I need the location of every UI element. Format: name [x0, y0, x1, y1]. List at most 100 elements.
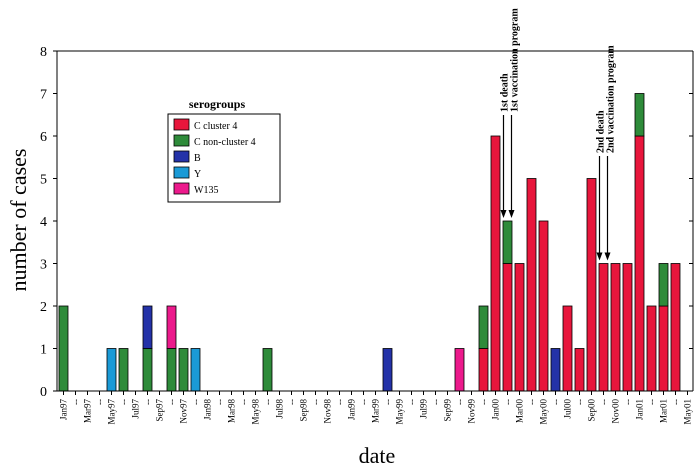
x-tick-label: --	[143, 399, 153, 405]
x-tick-label: Mar97	[83, 399, 93, 423]
legend-swatch	[173, 166, 190, 179]
annotation-label: 1st vaccination program	[510, 8, 521, 112]
x-tick-label: Jul99	[419, 399, 429, 419]
bar-segment-Jun00-b	[550, 348, 561, 392]
x-tick-label: --	[623, 399, 633, 405]
x-tick-label: Mar01	[659, 399, 669, 423]
x-tick-label: Mar99	[371, 399, 381, 423]
x-tick-label: --	[311, 399, 321, 405]
x-tick-label: Mar00	[515, 399, 525, 423]
x-tick-label: May97	[107, 399, 117, 425]
legend-swatch	[173, 134, 190, 147]
x-tick-label: --	[527, 399, 537, 405]
x-tick-label: --	[95, 399, 105, 405]
bar-segment-Oct97-w135	[166, 305, 177, 349]
x-tick-label: Jan01	[635, 399, 645, 420]
annotation-arrowhead	[596, 252, 603, 261]
bar-segment-Jun97-c-non-cluster-4	[118, 348, 129, 392]
x-tick-label: May98	[251, 399, 261, 425]
x-tick-label: --	[119, 399, 129, 405]
y-tick-label: 0	[40, 385, 47, 400]
x-tick-label: --	[383, 399, 393, 405]
bar-segment-Apr00-c-cluster-4	[526, 178, 537, 392]
x-tick-label: Sep98	[299, 399, 309, 422]
bar-segment-May00-c-cluster-4	[538, 220, 549, 392]
bar-segment-Dec99-c-non-cluster-4	[478, 305, 489, 349]
y-tick-label: 1	[40, 343, 47, 358]
x-tick-label: --	[575, 399, 585, 405]
x-tick-label: --	[263, 399, 273, 405]
legend-label: W135	[194, 185, 218, 196]
x-tick-label: Jan00	[491, 399, 501, 420]
annotation-arrowhead	[604, 252, 611, 261]
x-tick-label: Sep00	[587, 399, 597, 422]
bar-segment-Apr99-b	[382, 348, 393, 392]
bar-segment-Mar01-c-cluster-4	[658, 305, 669, 392]
x-tick-label: Nov00	[611, 399, 621, 424]
x-tick-label: Mar98	[227, 399, 237, 423]
y-tick-label: 2	[40, 300, 47, 315]
x-tick-label: Jan98	[203, 399, 213, 420]
x-tick-label: Jan97	[59, 399, 69, 420]
bar-segment-Aug97-c-non-cluster-4	[142, 348, 153, 392]
legend-label: Y	[194, 169, 201, 180]
bar-segment-Aug00-c-cluster-4	[574, 348, 585, 392]
x-tick-label: --	[71, 399, 81, 405]
bar-segment-Nov97-c-non-cluster-4	[178, 348, 189, 392]
legend-title: serogroups	[189, 97, 246, 111]
x-tick-label: --	[359, 399, 369, 405]
x-tick-label: --	[431, 399, 441, 405]
y-tick-label: 5	[40, 173, 47, 188]
bar-segment-Feb00-c-cluster-4	[502, 263, 513, 392]
bar-segment-Aug97-b	[142, 305, 153, 349]
y-tick-label: 8	[40, 45, 47, 60]
bar-segment-Mar00-c-cluster-4	[514, 263, 525, 392]
x-tick-label: Nov97	[179, 399, 189, 424]
y-axis-title: number of cases	[6, 149, 31, 292]
x-axis-title: date	[359, 443, 396, 468]
bar-segment-Mar01-c-non-cluster-4	[658, 263, 669, 307]
x-tick-label: --	[167, 399, 177, 405]
legend-label: C non-cluster 4	[194, 137, 256, 148]
x-tick-label: --	[239, 399, 249, 405]
x-tick-label: Nov99	[467, 399, 477, 424]
y-tick-label: 4	[40, 215, 47, 230]
x-tick-label: Sep99	[443, 399, 453, 422]
bar-segment-Jan97-c-non-cluster-4	[58, 305, 69, 392]
x-tick-label: --	[479, 399, 489, 405]
legend-swatch	[173, 118, 190, 131]
x-tick-label: --	[287, 399, 297, 405]
bar-segment-Apr01-c-cluster-4	[670, 263, 681, 392]
x-tick-label: May00	[539, 399, 549, 425]
bar-segment-Oct00-c-cluster-4	[598, 263, 609, 392]
bar-segment-Oct99-w135	[454, 348, 465, 392]
x-tick-label: --	[647, 399, 657, 405]
x-tick-label: --	[599, 399, 609, 405]
x-tick-label: --	[503, 399, 513, 405]
legend-swatch	[173, 182, 190, 195]
annotation-label: 2nd death	[596, 110, 607, 153]
annotation-arrowhead	[500, 210, 507, 218]
x-tick-label: May01	[683, 399, 693, 425]
bar-segment-Jan00-c-cluster-4	[490, 135, 501, 392]
x-tick-label: Jul97	[131, 399, 141, 419]
bar-segment-Jan01-c-cluster-4	[634, 135, 645, 392]
x-tick-label: Jan99	[347, 399, 357, 420]
bar-segment-Feb01-c-cluster-4	[646, 305, 657, 392]
x-tick-label: --	[671, 399, 681, 405]
annotation-label: 2nd vaccination program	[606, 45, 617, 153]
legend-swatch	[173, 150, 190, 163]
bar-segment-Dec00-c-cluster-4	[622, 263, 633, 392]
x-tick-label: Sep97	[155, 399, 165, 422]
x-tick-label: May99	[395, 399, 405, 425]
x-tick-label: --	[407, 399, 417, 405]
bar-segment-Nov00-c-cluster-4	[610, 263, 621, 392]
x-tick-label: --	[335, 399, 345, 405]
y-tick-label: 7	[40, 88, 47, 103]
x-tick-label: --	[455, 399, 465, 405]
legend-label: B	[194, 153, 201, 164]
bar-segment-Oct97-c-non-cluster-4	[166, 348, 177, 392]
annotation-label: 1st death	[500, 73, 511, 112]
